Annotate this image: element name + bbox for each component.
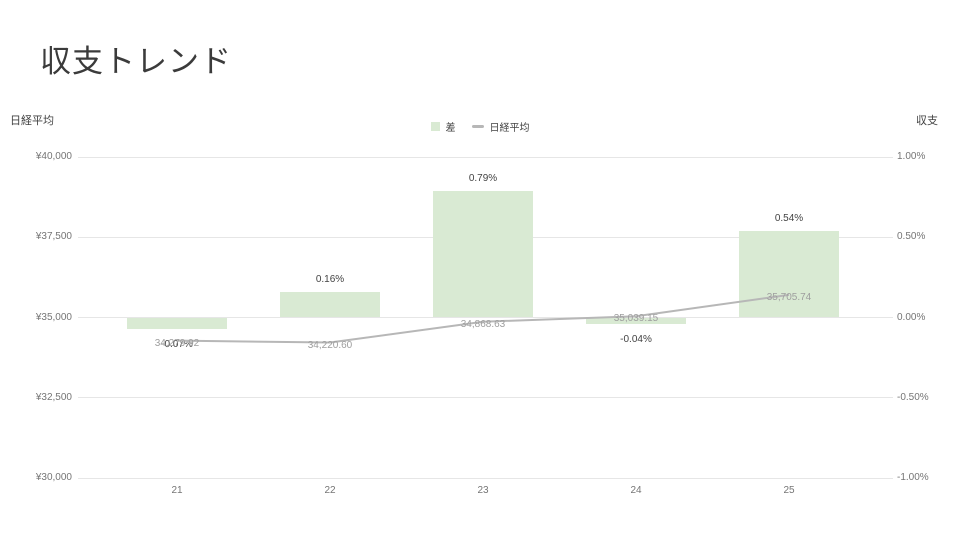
bar-23 (433, 190, 533, 318)
gridline (78, 477, 893, 479)
gridline (78, 397, 893, 399)
left-axis-tick-label: ¥35,000 (35, 311, 72, 323)
bar-21 (127, 317, 227, 329)
bar-value-label: 0.79% (468, 172, 498, 184)
x-axis-label: 21 (171, 485, 183, 496)
x-axis-label: 25 (783, 485, 795, 496)
line-point-label: 35,705.74 (766, 291, 812, 303)
left-axis-tick-label: ¥37,500 (35, 231, 72, 243)
line-point-label: 34,279.92 (154, 337, 200, 349)
legend-line-label: 日経平均 (489, 123, 530, 134)
left-axis-title: 日経平均 (10, 115, 54, 127)
bar-22 (280, 291, 380, 318)
bar-value-label: 0.54% (774, 212, 804, 224)
line-point-label: 34,220.60 (307, 339, 353, 351)
legend-bar-label: 差 (445, 123, 456, 134)
right-axis-tick-label: 1.00% (897, 151, 926, 162)
right-axis-tick-label: 0.00% (897, 311, 926, 323)
right-axis-tick-label: -0.50% (897, 391, 929, 403)
left-axis-tick-label: ¥32,500 (35, 391, 72, 403)
bar-25 (739, 230, 839, 318)
bar-value-label: -0.04% (620, 333, 652, 345)
line-swatch-icon (471, 125, 484, 128)
right-axis-title: 収支 (916, 115, 938, 127)
x-axis-label: 22 (324, 485, 336, 496)
line-point-label: 35,039.15 (613, 313, 659, 325)
right-axis-tick-label: -1.00% (897, 472, 929, 483)
x-axis-label: 23 (477, 485, 489, 496)
left-axis-tick-label: ¥40,000 (35, 151, 72, 162)
bar-swatch-icon (430, 122, 440, 131)
right-axis-tick-label: 0.50% (897, 231, 926, 243)
bar-value-label: 0.16% (315, 273, 345, 285)
line-point-label: 34,868.63 (460, 318, 506, 330)
legend-item-line: 日経平均 (471, 119, 530, 134)
left-axis-tick-label: ¥30,000 (35, 472, 72, 483)
bar-value-label: -0.07% (161, 338, 193, 350)
x-axis-label: 24 (630, 485, 642, 496)
legend-item-bar: 差 (430, 119, 456, 134)
chart-legend: 差 日経平均 (0, 119, 960, 134)
page-title: 収支トレンド (40, 44, 232, 79)
gridline (78, 156, 893, 158)
